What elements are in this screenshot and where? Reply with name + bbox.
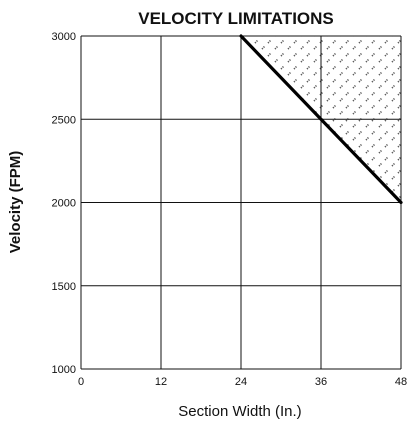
x-tick-label-0: 0 [78, 376, 84, 388]
series-line-0 [239, 34, 403, 205]
x-tick-label-24: 24 [235, 376, 247, 388]
y-tick-label-2000: 2000 [52, 198, 76, 210]
x-tick-label-36: 36 [315, 376, 327, 388]
x-tick-label-48: 48 [395, 376, 407, 388]
plot-area: 0 12 24 36 48 1000 1500 2000 2500 3000 [52, 31, 408, 388]
y-tick-label-1500: 1500 [52, 281, 76, 293]
y-tick-label-1000: 1000 [52, 364, 76, 376]
y-tick-label-2500: 2500 [52, 114, 76, 126]
chart-title: VELOCITY LIMITATIONS [138, 9, 334, 28]
y-axis-label: Velocity (FPM) [7, 151, 24, 254]
x-tick-label-12: 12 [155, 376, 167, 388]
y-tick-label-3000: 3000 [52, 31, 76, 43]
x-axis-label: Section Width (In.) [178, 403, 301, 420]
